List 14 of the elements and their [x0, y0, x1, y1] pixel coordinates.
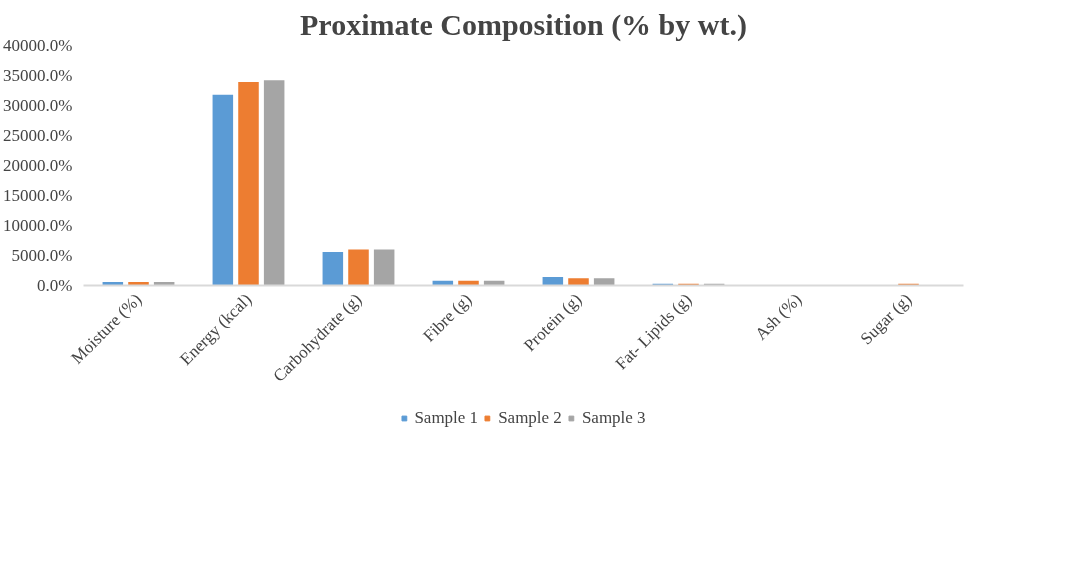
x-tick-label: Ash (%) [751, 289, 806, 344]
y-tick-label: 40000.0% [3, 36, 73, 55]
y-tick-label: 10000.0% [3, 216, 73, 235]
y-tick-label: 25000.0% [3, 126, 73, 145]
y-tick-label: 5000.0% [11, 246, 73, 265]
y-tick-label: 15000.0% [3, 186, 73, 205]
legend-label: Sample 2 [498, 407, 562, 428]
y-tick-label: 35000.0% [3, 66, 73, 85]
chart-title: Proximate Composition (% by wt.) [300, 7, 747, 42]
legend-label: Sample 1 [414, 407, 479, 428]
y-tick-label: 0.0% [37, 276, 73, 295]
y-tick-label: 30000.0% [3, 96, 73, 115]
legend-label: Sample 3 [581, 407, 646, 428]
y-tick-label: 20000.0% [3, 156, 73, 175]
